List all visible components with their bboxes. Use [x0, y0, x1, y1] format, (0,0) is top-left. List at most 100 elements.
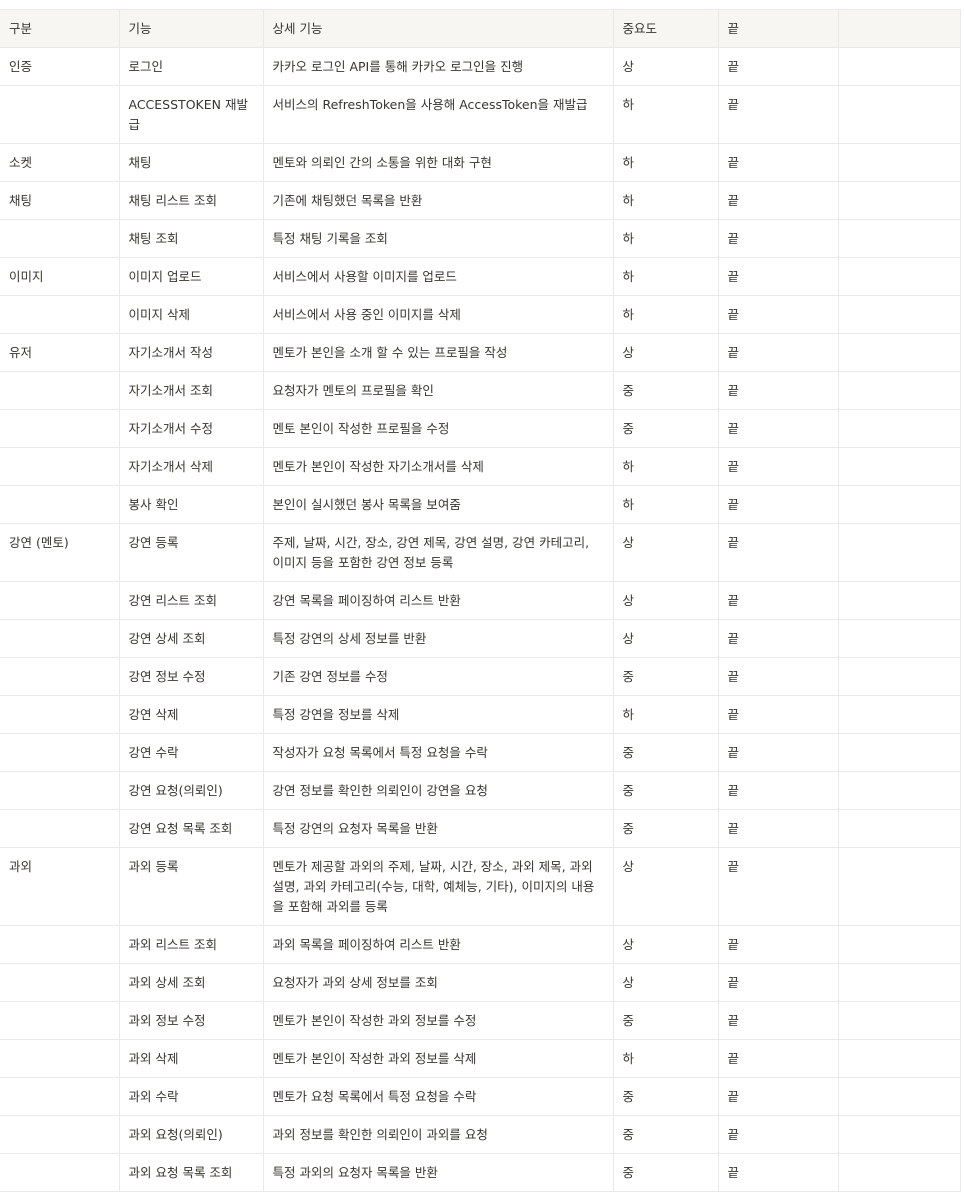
cell-status[interactable]: 끝 — [717, 219, 839, 258]
cell-status[interactable]: 끝 — [717, 925, 839, 964]
cell-detail[interactable]: 작성자가 요청 목록에서 특정 요청을 수락 — [262, 733, 614, 772]
table-row[interactable]: 과외 요청(의뢰인) 과외 정보를 확인한 의뢰인이 과외를 요청 중 끝 — [0, 1115, 961, 1154]
cell-priority[interactable]: 하 — [612, 143, 719, 182]
cell-status[interactable]: 끝 — [717, 847, 839, 926]
cell-status[interactable]: 끝 — [717, 47, 839, 86]
cell-category[interactable] — [0, 371, 120, 410]
cell-empty[interactable] — [837, 143, 961, 182]
table-row[interactable]: 봉사 확인 본인이 실시했던 봉사 목록을 보여줌 하 끝 — [0, 485, 961, 524]
cell-detail[interactable]: 특정 과외의 요청자 목록을 반환 — [262, 1153, 614, 1192]
cell-priority[interactable]: 중 — [612, 1153, 719, 1192]
table-row[interactable]: 과외 정보 수정 멘토가 본인이 작성한 과외 정보를 수정 중 끝 — [0, 1001, 961, 1040]
cell-category[interactable]: 이미지 — [0, 257, 120, 296]
cell-detail[interactable]: 멘토가 본인이 작성한 과외 정보를 수정 — [262, 1001, 614, 1040]
cell-feature[interactable]: 이미지 업로드 — [118, 257, 264, 296]
cell-empty[interactable] — [837, 219, 961, 258]
cell-status[interactable]: 끝 — [717, 619, 839, 658]
cell-category[interactable] — [0, 925, 120, 964]
cell-category[interactable] — [0, 963, 120, 1002]
cell-status[interactable]: 끝 — [717, 657, 839, 696]
cell-detail[interactable]: 특정 강연을 정보를 삭제 — [262, 695, 614, 734]
cell-empty[interactable] — [837, 847, 961, 926]
cell-feature[interactable]: 과외 등록 — [118, 847, 264, 926]
cell-status[interactable]: 끝 — [717, 581, 839, 620]
cell-detail[interactable]: 서비스에서 사용 중인 이미지를 삭제 — [262, 295, 614, 334]
cell-detail[interactable]: 본인이 실시했던 봉사 목록을 보여줌 — [262, 485, 614, 524]
cell-feature[interactable]: ACCESSTOKEN 재발급 — [118, 85, 264, 144]
cell-empty[interactable] — [837, 925, 961, 964]
cell-priority[interactable]: 상 — [612, 333, 719, 372]
cell-status[interactable]: 끝 — [717, 333, 839, 372]
cell-priority[interactable]: 하 — [612, 1039, 719, 1078]
cell-feature[interactable]: 강연 요청 목록 조회 — [118, 809, 264, 848]
cell-feature[interactable]: 봉사 확인 — [118, 485, 264, 524]
header-priority[interactable]: 중요도 — [612, 9, 719, 48]
cell-category[interactable] — [0, 1115, 120, 1154]
cell-status[interactable]: 끝 — [717, 523, 839, 582]
cell-priority[interactable]: 상 — [612, 581, 719, 620]
cell-status[interactable]: 끝 — [717, 85, 839, 144]
table-row[interactable]: 소켓 채팅 멘토와 의뢰인 간의 소통을 위한 대화 구현 하 끝 — [0, 143, 961, 182]
cell-category[interactable] — [0, 85, 120, 144]
cell-empty[interactable] — [837, 85, 961, 144]
table-row[interactable]: 강연 리스트 조회 강연 목록을 페이징하여 리스트 반환 상 끝 — [0, 581, 961, 620]
cell-feature[interactable]: 강연 등록 — [118, 523, 264, 582]
cell-status[interactable]: 끝 — [717, 809, 839, 848]
cell-category[interactable] — [0, 581, 120, 620]
cell-category[interactable] — [0, 1153, 120, 1192]
cell-empty[interactable] — [837, 581, 961, 620]
cell-category[interactable] — [0, 485, 120, 524]
cell-status[interactable]: 끝 — [717, 771, 839, 810]
cell-feature[interactable]: 강연 리스트 조회 — [118, 581, 264, 620]
cell-feature[interactable]: 이미지 삭제 — [118, 295, 264, 334]
cell-detail[interactable]: 과외 목록을 페이징하여 리스트 반환 — [262, 925, 614, 964]
cell-priority[interactable]: 중 — [612, 771, 719, 810]
cell-detail[interactable]: 과외 정보를 확인한 의뢰인이 과외를 요청 — [262, 1115, 614, 1154]
cell-priority[interactable]: 상 — [612, 925, 719, 964]
cell-detail[interactable]: 주제, 날짜, 시간, 장소, 강연 제목, 강연 설명, 강연 카테고리, 이… — [262, 523, 614, 582]
cell-category[interactable] — [0, 1039, 120, 1078]
cell-priority[interactable]: 하 — [612, 447, 719, 486]
cell-detail[interactable]: 특정 강연의 상세 정보를 반환 — [262, 619, 614, 658]
cell-empty[interactable] — [837, 371, 961, 410]
cell-detail[interactable]: 카카오 로그인 API를 통해 카카오 로그인을 진행 — [262, 47, 614, 86]
table-row[interactable]: 강연 상세 조회 특정 강연의 상세 정보를 반환 상 끝 — [0, 619, 961, 658]
cell-detail[interactable]: 특정 강연의 요청자 목록을 반환 — [262, 809, 614, 848]
cell-detail[interactable]: 멘토와 의뢰인 간의 소통을 위한 대화 구현 — [262, 143, 614, 182]
cell-empty[interactable] — [837, 771, 961, 810]
cell-status[interactable]: 끝 — [717, 371, 839, 410]
table-row[interactable]: 강연 삭제 특정 강연을 정보를 삭제 하 끝 — [0, 695, 961, 734]
cell-category[interactable]: 소켓 — [0, 143, 120, 182]
cell-priority[interactable]: 중 — [612, 371, 719, 410]
cell-status[interactable]: 끝 — [717, 447, 839, 486]
cell-detail[interactable]: 특정 채팅 기록을 조회 — [262, 219, 614, 258]
cell-priority[interactable]: 하 — [612, 181, 719, 220]
cell-empty[interactable] — [837, 295, 961, 334]
table-row[interactable]: ACCESSTOKEN 재발급 서비스의 RefreshToken을 사용해 Ac… — [0, 85, 961, 144]
cell-empty[interactable] — [837, 485, 961, 524]
cell-feature[interactable]: 채팅 — [118, 143, 264, 182]
table-row[interactable]: 채팅 조회 특정 채팅 기록을 조회 하 끝 — [0, 219, 961, 258]
table-row[interactable]: 자기소개서 수정 멘토 본인이 작성한 프로필을 수정 중 끝 — [0, 409, 961, 448]
cell-priority[interactable]: 중 — [612, 1115, 719, 1154]
cell-empty[interactable] — [837, 333, 961, 372]
table-row[interactable]: 과외 과외 등록 멘토가 제공할 과외의 주제, 날짜, 시간, 장소, 과외 제목… — [0, 847, 961, 926]
cell-feature[interactable]: 과외 삭제 — [118, 1039, 264, 1078]
table-row[interactable]: 자기소개서 조회 요청자가 멘토의 프로필을 확인 중 끝 — [0, 371, 961, 410]
cell-priority[interactable]: 하 — [612, 257, 719, 296]
cell-status[interactable]: 끝 — [717, 1001, 839, 1040]
cell-feature[interactable]: 자기소개서 조회 — [118, 371, 264, 410]
cell-status[interactable]: 끝 — [717, 295, 839, 334]
table-row[interactable]: 과외 요청 목록 조회 특정 과외의 요청자 목록을 반환 중 끝 — [0, 1153, 961, 1192]
cell-category[interactable] — [0, 733, 120, 772]
cell-detail[interactable]: 기존 강연 정보를 수정 — [262, 657, 614, 696]
table-row[interactable]: 과외 리스트 조회 과외 목록을 페이징하여 리스트 반환 상 끝 — [0, 925, 961, 964]
header-category[interactable]: 구분 — [0, 9, 120, 48]
cell-empty[interactable] — [837, 523, 961, 582]
cell-category[interactable] — [0, 409, 120, 448]
cell-priority[interactable]: 상 — [612, 619, 719, 658]
table-row[interactable]: 과외 상세 조회 요청자가 과외 상세 정보를 조회 상 끝 — [0, 963, 961, 1002]
cell-detail[interactable]: 서비스에서 사용할 이미지를 업로드 — [262, 257, 614, 296]
cell-category[interactable]: 인증 — [0, 47, 120, 86]
cell-category[interactable] — [0, 295, 120, 334]
